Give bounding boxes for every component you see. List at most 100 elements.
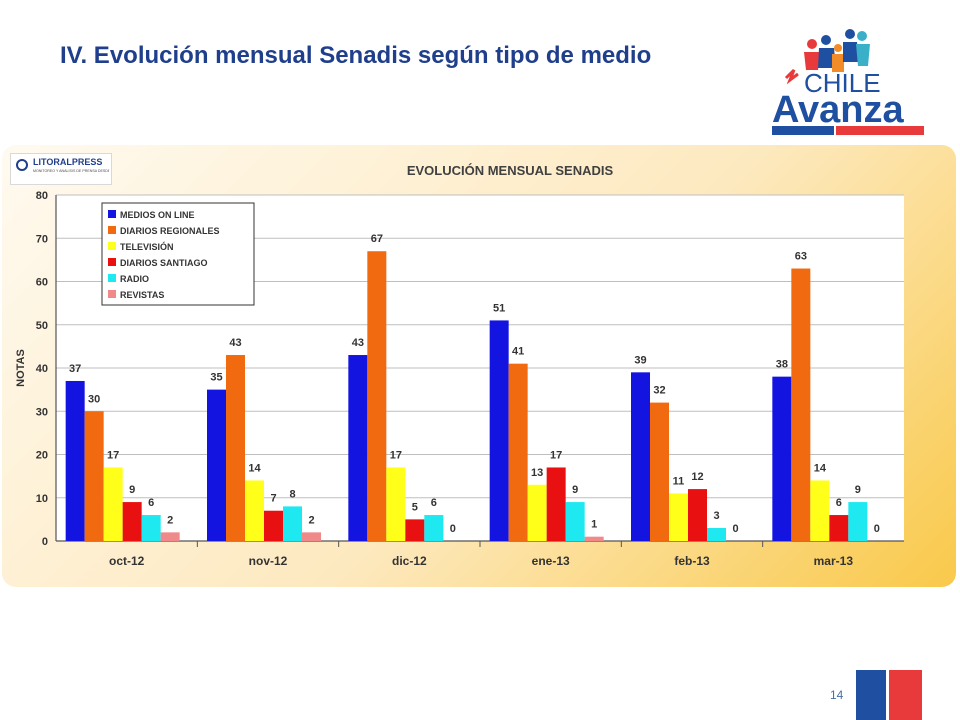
bar xyxy=(707,528,726,541)
flag-blue-block xyxy=(856,670,886,720)
flag-red-block xyxy=(889,670,922,720)
bar xyxy=(405,519,425,541)
data-label: 37 xyxy=(69,363,81,375)
bar xyxy=(283,506,302,541)
legend-label: TELEVISIÓN xyxy=(120,241,174,252)
legend-swatch xyxy=(108,210,116,218)
data-label: 1 xyxy=(591,519,597,531)
data-label: 17 xyxy=(107,449,119,461)
data-label: 12 xyxy=(691,471,703,483)
bar xyxy=(669,493,688,541)
data-label: 6 xyxy=(148,497,154,509)
bar xyxy=(245,480,264,541)
data-label: 2 xyxy=(167,514,173,526)
page-number: 14 xyxy=(830,688,844,702)
bar xyxy=(527,484,547,541)
x-tick-label: mar-13 xyxy=(814,554,854,568)
bar xyxy=(546,467,566,541)
bar xyxy=(386,467,406,541)
bar xyxy=(122,502,142,541)
bar xyxy=(848,502,868,541)
data-label: 7 xyxy=(270,493,276,505)
bar xyxy=(141,515,161,541)
bar xyxy=(65,380,85,541)
slide-title: IV. Evolución mensual Senadis según tipo… xyxy=(60,42,652,69)
data-label: 17 xyxy=(550,449,562,461)
data-label: 3 xyxy=(713,510,719,522)
bar xyxy=(829,515,849,541)
data-label: 13 xyxy=(531,467,543,479)
litoralpress-mark-icon xyxy=(16,159,28,171)
y-axis-label: NOTAS xyxy=(15,349,27,387)
data-label: 5 xyxy=(412,501,418,513)
bar xyxy=(584,536,604,541)
logo-text-chile: CHILE xyxy=(804,68,881,98)
legend-label: DIARIOS REGIONALES xyxy=(120,226,220,236)
y-tick-label: 0 xyxy=(42,536,48,548)
x-tick-label: dic-12 xyxy=(392,554,427,568)
children-figures-icon xyxy=(784,29,870,85)
bar xyxy=(631,372,650,541)
data-label: 30 xyxy=(88,393,100,405)
data-label: 43 xyxy=(352,337,364,349)
data-label: 38 xyxy=(776,359,788,371)
legend-swatch xyxy=(108,258,116,266)
y-tick-label: 60 xyxy=(36,277,48,289)
x-tick-label: oct-12 xyxy=(109,554,145,568)
data-label: 14 xyxy=(814,462,827,474)
bar xyxy=(226,355,245,541)
data-label: 2 xyxy=(308,514,314,526)
legend-swatch xyxy=(108,226,116,234)
chile-avanza-logo-graphic: CHILE Avanza xyxy=(772,29,924,135)
legend-swatch xyxy=(108,274,116,282)
legend-swatch xyxy=(108,290,116,298)
bar xyxy=(791,268,811,541)
data-label: 43 xyxy=(229,337,241,349)
y-tick-label: 50 xyxy=(36,320,48,332)
logo-text-avanza: Avanza xyxy=(772,89,905,131)
bar xyxy=(424,515,444,541)
chart-title: EVOLUCIÓN MENSUAL SENADIS xyxy=(407,163,614,178)
data-label: 39 xyxy=(634,354,646,366)
x-tick-label: feb-13 xyxy=(674,554,710,568)
bar xyxy=(489,320,509,541)
data-label: 0 xyxy=(732,523,738,535)
x-tick-label: ene-13 xyxy=(532,554,570,568)
data-label: 0 xyxy=(874,523,880,535)
legend-label: DIARIOS SANTIAGO xyxy=(120,258,208,268)
data-label: 9 xyxy=(572,484,578,496)
bar xyxy=(367,251,387,541)
bar xyxy=(772,376,792,541)
data-label: 67 xyxy=(371,233,383,245)
data-label: 63 xyxy=(795,251,807,263)
legend-label: RADIO xyxy=(120,274,149,284)
data-label: 11 xyxy=(673,475,685,487)
data-label: 14 xyxy=(248,462,261,474)
chile-avanza-logo: CHILE Avanza xyxy=(764,22,934,147)
bar xyxy=(565,502,585,541)
data-label: 9 xyxy=(129,484,135,496)
bar xyxy=(160,532,180,541)
bar xyxy=(302,532,321,541)
bar xyxy=(508,363,528,541)
chart-panel: LITORALPRESS MONITOREO Y ANÁLISIS DE PRE… xyxy=(2,145,956,587)
bar xyxy=(84,411,104,541)
bar xyxy=(264,510,283,541)
litoralpress-logo: LITORALPRESS MONITOREO Y ANÁLISIS DE PRE… xyxy=(10,153,112,185)
y-tick-label: 30 xyxy=(36,406,48,418)
legend-label: REVISTAS xyxy=(120,290,164,300)
y-tick-label: 10 xyxy=(36,493,48,505)
y-tick-label: 80 xyxy=(36,190,48,202)
y-tick-label: 20 xyxy=(36,450,48,462)
bar xyxy=(688,489,707,541)
bar xyxy=(207,389,226,541)
bar xyxy=(348,355,368,541)
bar xyxy=(810,480,830,541)
x-tick-label: nov-12 xyxy=(249,554,288,568)
data-label: 41 xyxy=(512,346,524,358)
data-label: 32 xyxy=(653,385,665,397)
bar xyxy=(103,467,123,541)
bar-chart: EVOLUCIÓN MENSUAL SENADIS010203040506070… xyxy=(15,163,904,568)
y-tick-label: 40 xyxy=(36,363,48,375)
